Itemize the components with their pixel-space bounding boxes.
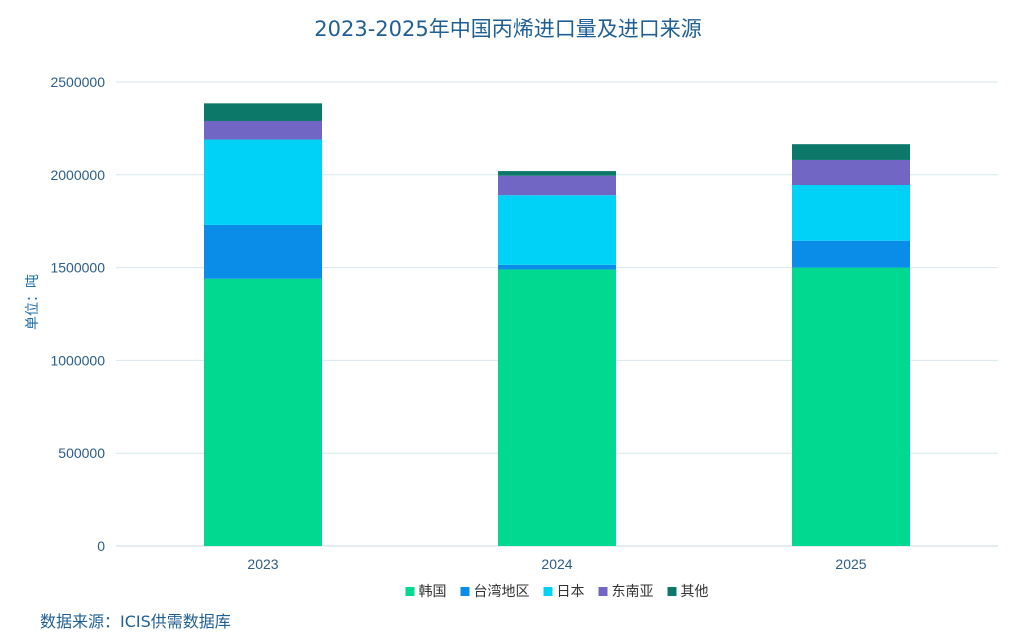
y-axis-label: 单位：吨 [25, 274, 41, 330]
legend-item: 台湾地区 [460, 583, 530, 600]
y-tick-label: 2500000 [50, 74, 105, 90]
legend-item: 东南亚 [598, 584, 654, 600]
legend: 韩国 台湾地区 日本 东南亚 其他 [405, 583, 709, 600]
y-tick-label: 500000 [58, 445, 105, 461]
legend-swatch [667, 587, 677, 596]
y-tick-label: 1000000 [50, 352, 105, 368]
bar-segment [792, 240, 910, 268]
legend-swatch [405, 587, 415, 596]
x-tick-label: 2025 [835, 556, 866, 572]
y-axis-ticks: 0 500000 1000000 1500000 2000000 2500000 [50, 74, 105, 554]
chart-title: 2023-2025年中国丙烯进口量及进口来源 [314, 17, 701, 41]
bar-segment [498, 195, 616, 265]
bar-segment [498, 175, 616, 196]
bar-segment [498, 171, 616, 176]
bar-segment [792, 159, 910, 186]
legend-label: 台湾地区 [474, 583, 530, 600]
x-axis-ticks: 2023 2024 2025 [247, 556, 866, 572]
bar-segment [792, 267, 910, 546]
bar-segment [204, 139, 322, 225]
legend-item: 韩国 [405, 584, 447, 600]
legend-label: 东南亚 [612, 584, 654, 600]
bar-segment [204, 120, 322, 140]
bars [204, 103, 910, 546]
source-note: 数据来源：ICIS供需数据库 [40, 612, 231, 631]
legend-label: 日本 [557, 584, 585, 600]
y-tick-label: 0 [97, 538, 105, 554]
bar-segment [498, 264, 616, 270]
bar-segment [204, 278, 322, 546]
legend-swatch [543, 587, 553, 596]
legend-label: 其他 [681, 584, 709, 600]
bar-segment [204, 224, 322, 279]
y-tick-label: 2000000 [50, 167, 105, 183]
legend-item: 其他 [667, 584, 709, 600]
bar-segment [792, 144, 910, 160]
bar-segment [204, 103, 322, 121]
y-tick-label: 1500000 [50, 260, 105, 276]
x-tick-label: 2023 [247, 556, 278, 572]
x-tick-label: 2024 [541, 556, 572, 572]
legend-item: 日本 [543, 584, 585, 600]
bar-segment [792, 185, 910, 241]
legend-swatch [598, 587, 608, 596]
legend-label: 韩国 [419, 584, 447, 600]
bar-segment [498, 269, 616, 546]
legend-swatch [460, 587, 470, 596]
